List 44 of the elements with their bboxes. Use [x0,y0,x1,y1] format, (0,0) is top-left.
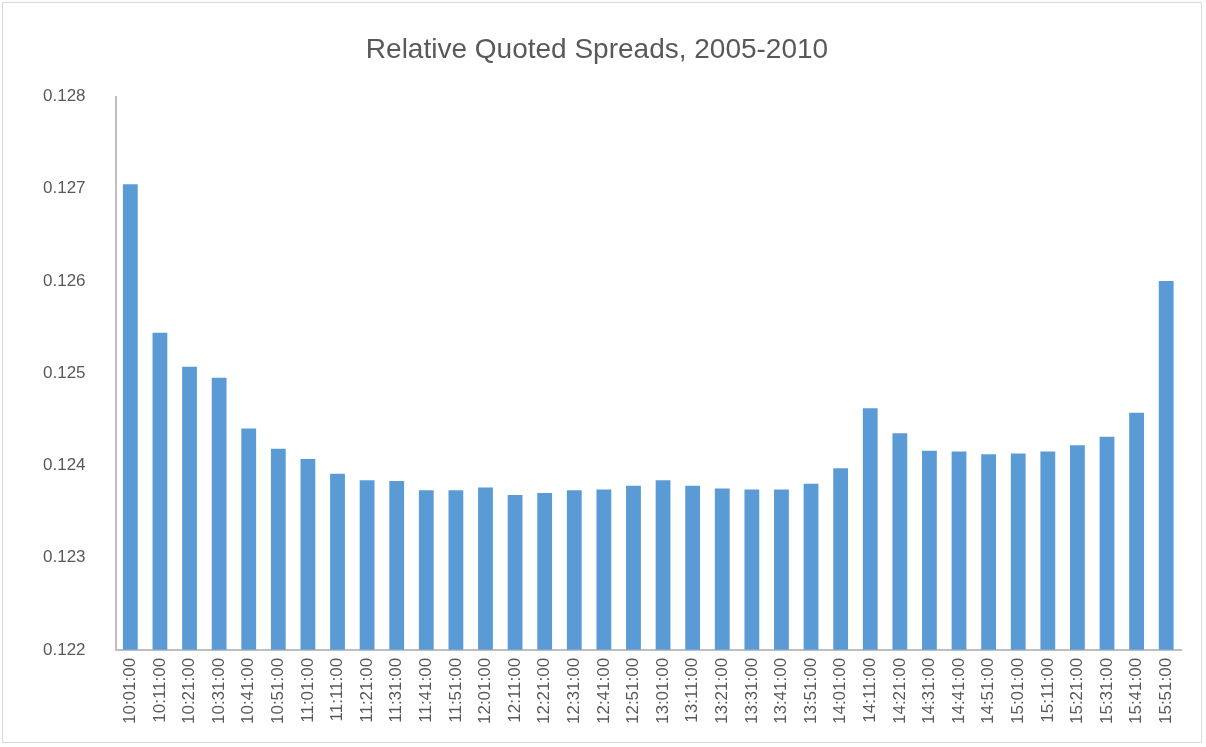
x-tick-label: 15:01:00 [1007,657,1027,725]
x-tick-label: 10:21:00 [179,657,199,725]
x-tick-label: 11:11:00 [327,657,347,722]
x-tick-label: 14:51:00 [978,657,998,725]
x-tick-label: 14:01:00 [830,657,850,725]
x-tick-label: 13:51:00 [800,657,820,725]
x-tick-label: 10:51:00 [268,657,288,725]
x-tick-label: 15:21:00 [1067,657,1087,725]
y-tick-label: 0.123 [42,547,86,567]
x-tick-label: 15:31:00 [1096,657,1116,725]
x-tick-label: 11:01:00 [297,657,317,723]
x-tick-label: 12:31:00 [563,657,583,725]
y-tick-label: 0.128 [42,86,86,106]
y-tick-label: 0.126 [42,270,86,290]
x-tick-label: 11:51:00 [445,657,465,723]
x-tick-label: 13:21:00 [711,657,731,725]
x-tick-label: 14:11:00 [859,657,879,723]
x-tick-label: 11:31:00 [386,657,406,723]
x-tick-label: 11:41:00 [415,657,435,723]
x-tick-label: 10:41:00 [238,657,258,725]
x-tick-label: 11:21:00 [356,657,376,723]
x-tick-label: 15:11:00 [1037,657,1057,723]
x-tick-label: 12:51:00 [623,657,643,725]
y-tick-label: 0.125 [42,362,86,382]
x-tick-label: 14:31:00 [919,657,939,725]
x-tick-label: 12:41:00 [593,657,613,725]
x-tick-label: 10:31:00 [208,657,228,725]
x-tick-label: 13:31:00 [741,657,761,725]
y-tick-label: 0.127 [42,178,86,198]
x-tick-label: 15:51:00 [1155,657,1175,725]
x-tick-label: 14:21:00 [889,657,909,725]
x-tick-label: 13:41:00 [771,657,791,725]
x-tick-label: 12:01:00 [475,657,495,725]
x-tick-label: 10:11:00 [149,657,169,723]
x-tick-label: 13:01:00 [652,657,672,725]
x-tick-label: 14:41:00 [948,657,968,725]
x-tick-label: 13:11:00 [682,657,702,723]
chart-title: Relative Quoted Spreads, 2005-2010 [365,32,829,64]
x-tick-label: 12:21:00 [534,657,554,725]
y-tick-label: 0.122 [42,639,86,659]
y-tick-label: 0.124 [42,455,86,475]
x-tick-label: 10:01:00 [120,657,140,725]
x-tick-label: 15:41:00 [1126,657,1146,725]
x-tick-label: 12:11:00 [504,657,524,723]
